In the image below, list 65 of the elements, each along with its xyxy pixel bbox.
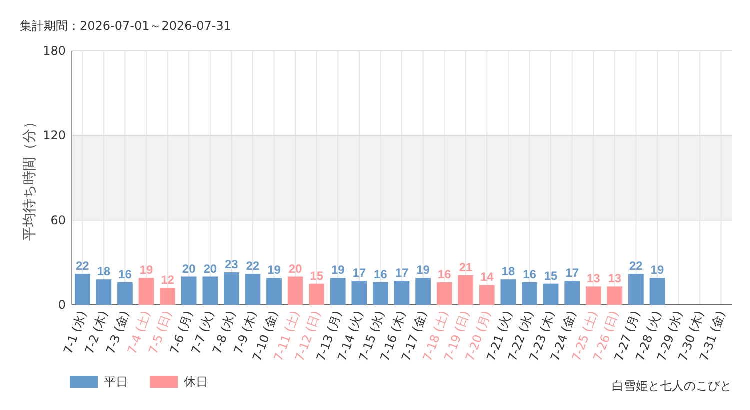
bar (288, 276, 304, 305)
bar (479, 285, 495, 305)
data-label: 19 (416, 263, 430, 278)
bar (118, 282, 133, 305)
bar (458, 275, 474, 305)
bar (309, 284, 325, 305)
legend-label: 平日 (104, 375, 128, 389)
bar (586, 286, 602, 305)
legend-label: 休日 (184, 375, 208, 389)
bar (436, 282, 452, 305)
data-label: 18 (502, 264, 516, 279)
bar (607, 286, 623, 305)
data-label: 17 (566, 266, 580, 280)
y-tick-label: 180 (43, 44, 66, 58)
bar (352, 281, 368, 305)
data-label: 12 (161, 273, 175, 288)
bar (543, 284, 559, 305)
chart-subtitle: 集計期間：2026-07-01～2026-07-31 (20, 19, 232, 33)
data-label: 16 (374, 267, 388, 282)
data-label: 20 (182, 262, 196, 276)
bar (628, 274, 644, 305)
data-label: 16 (523, 267, 537, 282)
bar (181, 276, 197, 305)
bar (564, 281, 580, 305)
bar (500, 280, 516, 305)
data-label: 20 (204, 262, 218, 276)
bar (74, 274, 90, 305)
data-label: 19 (268, 263, 282, 278)
y-tick-label: 60 (50, 213, 66, 228)
y-axis-title: 平均待ち時間（分） (22, 115, 38, 241)
bar (245, 274, 261, 305)
data-label: 21 (459, 260, 473, 274)
data-label: 19 (140, 263, 154, 278)
data-label: 19 (650, 263, 664, 278)
bar (330, 278, 346, 305)
bar (650, 278, 666, 305)
data-label: 22 (76, 258, 90, 273)
data-label: 18 (97, 264, 111, 279)
data-label: 13 (608, 272, 622, 286)
data-label: 23 (225, 258, 239, 272)
bar (373, 282, 388, 305)
bar (394, 281, 410, 305)
data-label: 16 (438, 267, 452, 282)
bar (224, 272, 240, 305)
bar (522, 282, 538, 305)
bar (138, 278, 154, 305)
bar (416, 278, 431, 305)
data-label: 16 (118, 267, 132, 282)
data-label: 19 (331, 263, 346, 278)
text: 白雪姫と七人のこびと (612, 379, 732, 393)
bar (96, 280, 112, 305)
data-label: 14 (480, 270, 494, 284)
data-label: 22 (246, 258, 260, 273)
data-label: 17 (352, 266, 366, 280)
bar (266, 278, 282, 305)
y-tick-label: 120 (43, 128, 66, 143)
y-tick-label: 0 (58, 298, 66, 312)
data-label: 13 (586, 272, 601, 286)
data-label: 15 (544, 268, 558, 283)
data-label: 15 (310, 268, 324, 283)
data-label: 20 (288, 262, 303, 276)
bar (160, 288, 176, 305)
data-label: 17 (395, 266, 409, 280)
bar (202, 276, 218, 305)
data-label: 22 (630, 258, 644, 273)
